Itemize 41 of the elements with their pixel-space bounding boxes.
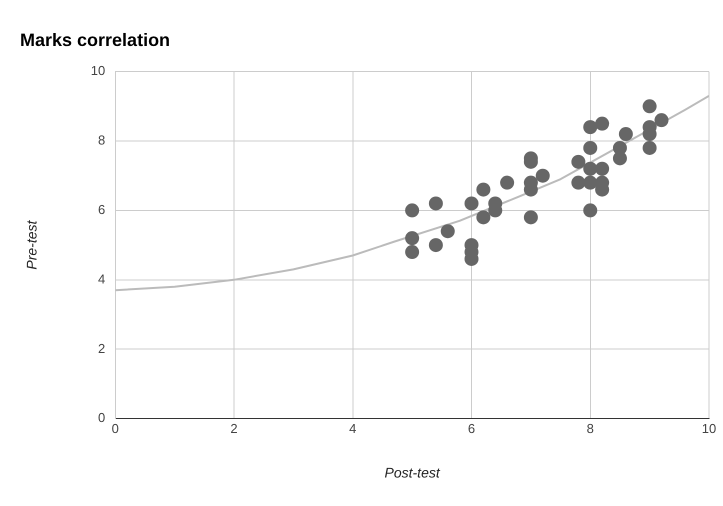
x-tick-label: 6 — [468, 420, 476, 436]
y-tick-label: 8 — [98, 132, 106, 148]
y-tick-label: 10 — [90, 63, 106, 78]
point — [464, 196, 479, 210]
point — [595, 162, 610, 176]
x-tick-label: 2 — [230, 420, 238, 436]
point — [428, 196, 443, 210]
x-axis-title: Post-test — [384, 464, 441, 480]
point — [583, 162, 598, 176]
point — [476, 182, 490, 197]
point — [642, 99, 657, 114]
y-tick-label: 2 — [98, 340, 106, 356]
x-tick-label: 8 — [586, 420, 594, 436]
point — [618, 127, 633, 142]
point — [571, 154, 586, 169]
chart-title: Marks correlation — [20, 30, 170, 50]
point — [405, 245, 420, 260]
point — [654, 113, 668, 128]
point — [583, 120, 598, 134]
point — [583, 140, 598, 155]
point — [612, 151, 627, 166]
point — [571, 176, 586, 190]
y-tick-label: 0 — [98, 410, 106, 426]
x-tick-label: 4 — [349, 420, 356, 436]
point — [524, 210, 538, 224]
point — [476, 210, 490, 224]
point — [642, 140, 657, 155]
y-tick-label: 4 — [98, 271, 106, 286]
point — [500, 176, 514, 190]
x-tick-label: 0 — [112, 420, 119, 436]
point — [440, 224, 455, 238]
point — [583, 176, 598, 190]
point — [583, 203, 598, 218]
x-tick-label: 10 — [702, 420, 716, 436]
point — [405, 231, 420, 246]
point — [405, 203, 420, 218]
point — [536, 168, 550, 183]
point — [428, 238, 443, 252]
y-tick-label: 6 — [98, 202, 106, 217]
y-axis-title: Pre-test — [23, 219, 40, 270]
point — [595, 116, 610, 131]
